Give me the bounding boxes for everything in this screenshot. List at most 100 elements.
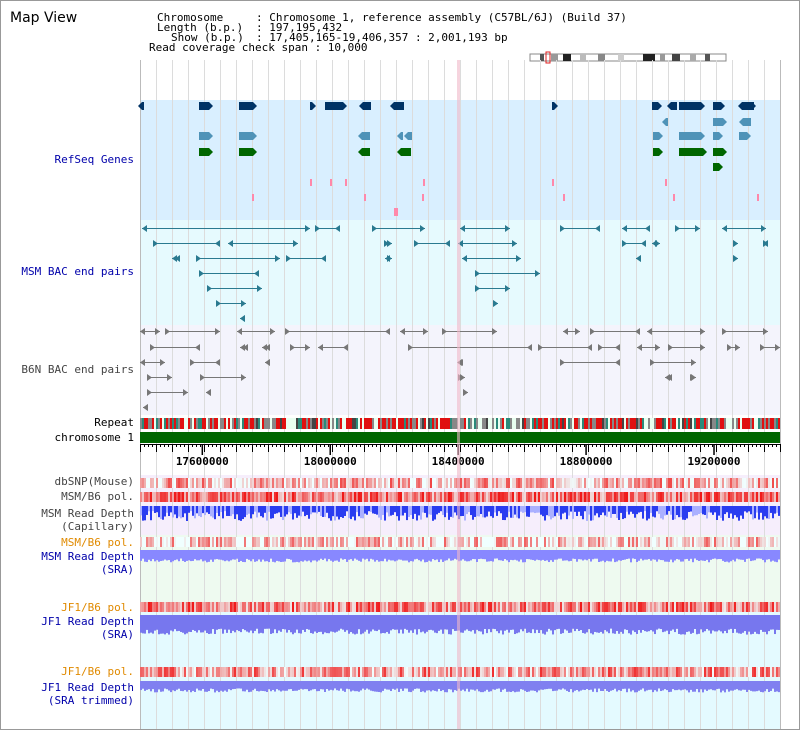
- jf1-b6-pol-label-1[interactable]: JF1/B6 pol.: [61, 601, 134, 614]
- heat-cell: [200, 602, 202, 612]
- heat-cell: [322, 537, 324, 547]
- chromosome-ideogram[interactable]: [529, 51, 727, 64]
- heat-cell: [512, 492, 514, 502]
- depth-bar: [532, 550, 534, 561]
- heat-cell: [334, 667, 336, 677]
- heat-cell: [178, 492, 180, 502]
- repeat-block: [536, 418, 538, 429]
- b6n-bac-label[interactable]: B6N BAC end pairs: [21, 363, 134, 376]
- heat-cell: [768, 492, 770, 502]
- heat-cell: [478, 478, 480, 488]
- depth-bar: [430, 681, 432, 692]
- depth-bar: [224, 550, 226, 562]
- depth-bar: [606, 615, 608, 632]
- heat-cell: [628, 537, 630, 547]
- refseq-label[interactable]: RefSeq Genes: [54, 153, 134, 166]
- heat-cell: [476, 602, 478, 612]
- depth-bar: [412, 550, 414, 562]
- heat-cell: [276, 492, 278, 502]
- heat-cell: [278, 478, 280, 488]
- depth-bar: [230, 550, 232, 561]
- jf1-b6-pol-label-2[interactable]: JF1/B6 pol.: [61, 665, 134, 678]
- depth-bar: [528, 506, 530, 517]
- bac-end: [760, 344, 765, 351]
- gene-feature: [138, 102, 144, 110]
- heat-cell: [176, 478, 178, 488]
- heat-cell: [256, 537, 258, 547]
- bac-end: [290, 344, 295, 351]
- refseq-genes[interactable]: [138, 102, 759, 216]
- depth-bar: [720, 550, 722, 560]
- msm-read-depth-cap-label[interactable]: MSM Read Depth: [41, 507, 134, 520]
- msm-read-depth-sra-label[interactable]: MSM Read Depth: [41, 550, 134, 563]
- repeat-block: [328, 418, 330, 429]
- heat-cell: [666, 478, 668, 488]
- jf1-read-depth-trim-label[interactable]: JF1 Read Depth: [41, 681, 134, 694]
- heat-cell: [442, 537, 444, 547]
- heat-cell: [418, 537, 420, 547]
- depth-bar: [578, 506, 580, 512]
- depth-bar: [754, 550, 756, 561]
- depth-bar: [454, 615, 456, 631]
- heat-cell: [560, 492, 562, 502]
- heat-cell: [622, 602, 624, 612]
- heat-cell: [382, 537, 384, 547]
- bac-end: [700, 344, 705, 351]
- depth-bar: [710, 550, 712, 560]
- chromosome-label[interactable]: chromosome 1: [54, 431, 134, 444]
- depth-bar: [172, 506, 174, 518]
- heat-cell: [140, 478, 142, 488]
- depth-bar: [362, 615, 364, 634]
- depth-bar: [540, 506, 542, 515]
- depth-bar: [602, 681, 604, 692]
- heat-cell: [640, 537, 642, 547]
- depth-bar: [686, 550, 688, 559]
- heat-cell: [330, 537, 332, 547]
- heat-cell: [770, 478, 772, 488]
- heat-cell: [584, 492, 586, 502]
- heat-cell: [590, 667, 592, 677]
- repeat-block: [414, 418, 416, 429]
- depth-bar: [474, 506, 476, 517]
- dbsnp-label[interactable]: dbSNP(Mouse): [54, 475, 134, 488]
- repeat-block: [210, 418, 212, 429]
- depth-bar: [564, 615, 566, 630]
- heat-tracks[interactable]: [140, 478, 780, 677]
- heat-cell: [428, 602, 430, 612]
- depth-bar: [424, 681, 426, 693]
- depth-bar: [318, 615, 320, 632]
- depth-bar: [520, 506, 522, 512]
- heat-cell: [716, 537, 718, 547]
- heat-cell: [658, 667, 660, 677]
- msm-b6-pol-label-1[interactable]: MSM/B6 pol.: [61, 490, 134, 503]
- msm-b6-pol-label-2[interactable]: MSM/B6 pol.: [61, 536, 134, 549]
- repeat-label[interactable]: Repeat: [94, 416, 134, 429]
- heat-cell: [392, 602, 394, 612]
- heat-cell: [620, 478, 622, 488]
- depth-bar: [286, 615, 288, 633]
- depth-bar: [662, 550, 664, 561]
- depth-bar: [300, 506, 302, 517]
- heat-cell: [588, 537, 590, 547]
- heat-cell: [342, 667, 344, 677]
- b6n-bac-pairs[interactable]: [140, 328, 780, 411]
- depth-tracks[interactable]: [140, 506, 780, 693]
- heat-cell: [500, 602, 502, 612]
- depth-bar: [426, 506, 428, 518]
- heat-cell: [168, 478, 170, 488]
- heat-cell: [258, 667, 260, 677]
- heat-cell: [640, 492, 642, 502]
- heat-cell: [472, 667, 474, 677]
- depth-bar: [274, 681, 276, 692]
- depth-bar: [664, 615, 666, 632]
- msm-bac-pairs[interactable]: [142, 225, 768, 322]
- depth-bar: [460, 615, 462, 633]
- heat-cell: [176, 602, 178, 612]
- depth-bar: [698, 681, 700, 693]
- msm-bac-label[interactable]: MSM BAC end pairs: [21, 265, 134, 278]
- repeat-block: [574, 418, 576, 429]
- jf1-read-depth-sra-label[interactable]: JF1 Read Depth: [41, 615, 134, 628]
- heat-cell: [308, 602, 310, 612]
- heat-cell: [746, 478, 748, 488]
